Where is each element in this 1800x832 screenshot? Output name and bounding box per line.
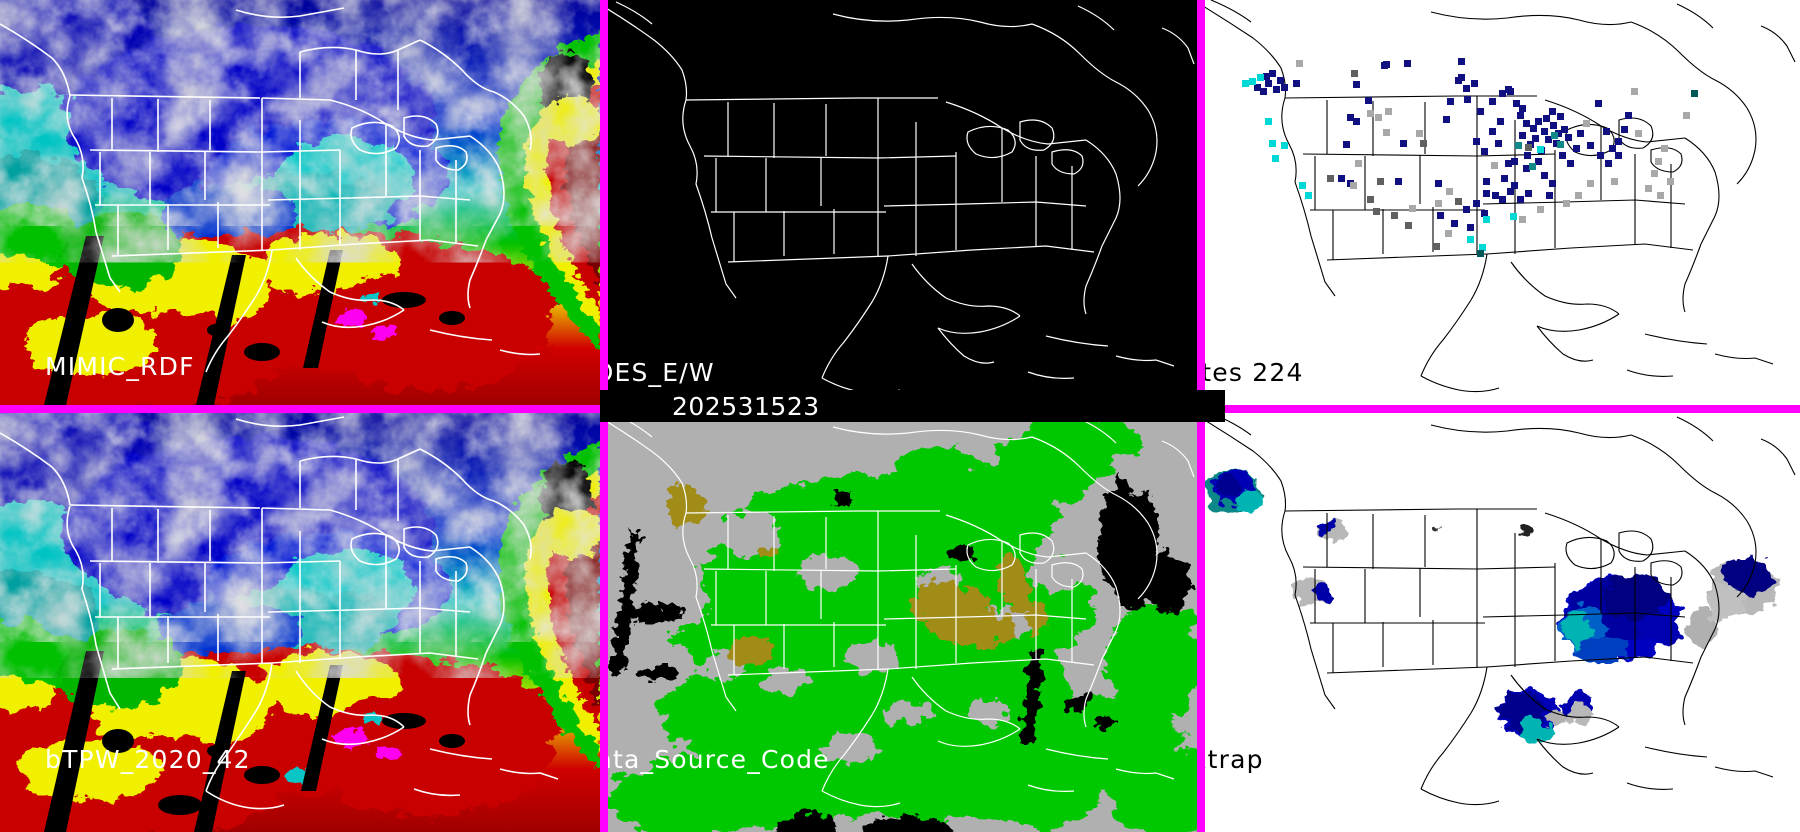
- goes-coverage-map: [608, 0, 1197, 405]
- mimic-rdf-map: [0, 0, 600, 405]
- panel-gps-sites[interactable]: GPS Sites 224: [1205, 0, 1800, 405]
- timestamp-value: 202531523: [672, 391, 820, 421]
- data-source-code-map: [608, 413, 1197, 832]
- panel-data-source-code[interactable]: Data_Source_Code: [608, 413, 1197, 832]
- gps-extrap-map: [1205, 413, 1800, 832]
- panel-mimic-rdf[interactable]: MIMIC_RDF: [0, 0, 600, 405]
- gps-sites-map: [1205, 0, 1800, 405]
- gps-site-markers: [1242, 58, 1698, 257]
- timestamp-bar: 202531523: [600, 390, 1225, 422]
- btpw-map: [0, 413, 600, 832]
- panel-gps-extrap[interactable]: GPS_Extrap: [1205, 413, 1800, 832]
- panel-btpw[interactable]: bTPW_2020_42: [0, 413, 600, 832]
- panel-goes-ew[interactable]: GOES_E/W: [608, 0, 1197, 405]
